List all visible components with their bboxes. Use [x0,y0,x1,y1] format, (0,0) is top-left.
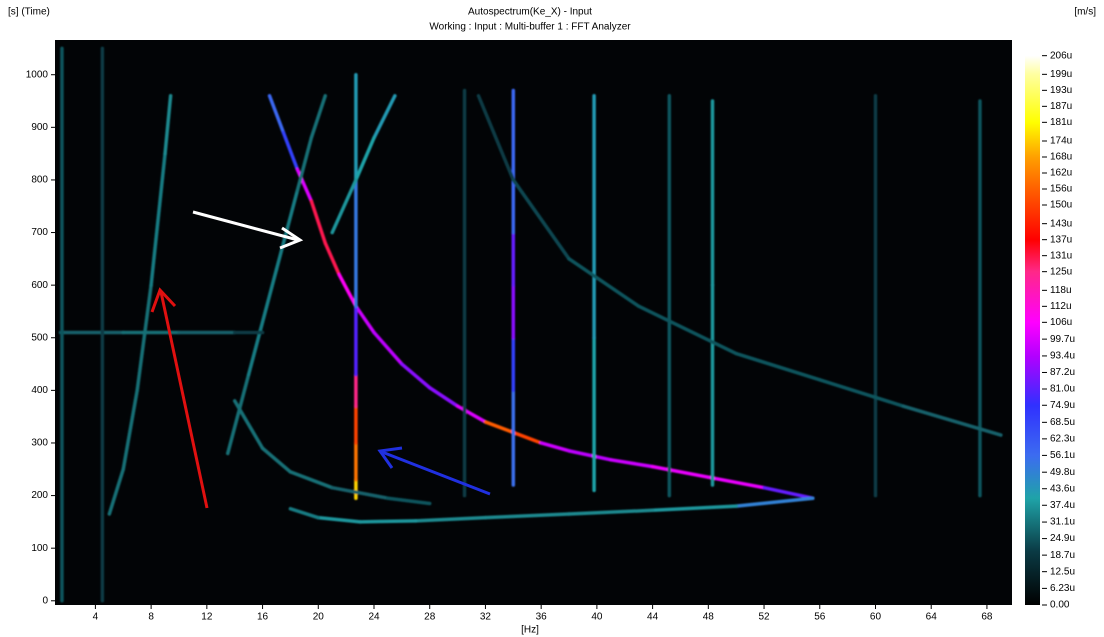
x-tick-label: 24 [368,612,380,623]
y-axis-label: [s] (Time) [8,7,50,18]
colorbar-tick-label: 143u [1050,218,1072,229]
x-axis-label: [Hz] [521,625,539,636]
colorbar-tick-label: 106u [1050,317,1072,328]
y-tick-label: 800 [31,175,48,186]
plot-area [55,40,1012,605]
x-tick-label: 68 [981,612,993,623]
x-tick-label: 64 [926,612,938,623]
x-tick-label: 36 [536,612,548,623]
colorbar-tick-label: 12.5u [1050,566,1075,577]
y-tick-label: 200 [31,490,48,501]
chart-subtitle: Working : Input : Multi-buffer 1 : FFT A… [429,22,631,33]
chart-title: Autospectrum(Ke_X) - Input [468,7,592,18]
colorbar-tick-label: 56.1u [1050,450,1075,461]
colorbar-tick-label: 81.0u [1050,384,1075,395]
colorbar-tick-label: 49.8u [1050,467,1075,478]
spectral-track [360,521,416,522]
x-tick-label: 40 [591,612,603,623]
colorbar-tick-label: 137u [1050,234,1072,245]
colorbar-tick-label: 62.3u [1050,434,1075,445]
colorbar-tick-label: 181u [1050,117,1072,128]
colorbar-tick-label: 99.7u [1050,334,1075,345]
y-tick-label: 500 [31,332,48,343]
x-tick-label: 56 [814,612,826,623]
colorbar [1025,45,1040,605]
x-tick-label: 8 [148,612,154,623]
y-tick-label: 0 [42,595,48,606]
colorbar-tick-label: 37.4u [1050,500,1075,511]
colorbar-tick-label: 187u [1050,101,1072,112]
colorbar-tick-label: 112u [1050,301,1072,312]
colorbar-tick-label: 162u [1050,168,1072,179]
colorbar-tick-label: 6.23u [1050,583,1075,594]
y-tick-label: 700 [31,227,48,238]
x-tick-label: 52 [758,612,770,623]
x-tick-label: 16 [257,612,269,623]
x-tick-label: 4 [93,612,99,623]
x-tick-label: 44 [647,612,659,623]
y-tick-label: 100 [31,543,48,554]
y-tick-label: 900 [31,122,48,133]
x-tick-label: 48 [703,612,715,623]
x-tick-label: 12 [201,612,213,623]
colorbar-tick-label: 68.5u [1050,417,1075,428]
x-tick-label: 28 [424,612,436,623]
colorbar-tick-label: 24.9u [1050,533,1075,544]
colorbar-tick-label: 156u [1050,184,1072,195]
y-tick-label: 300 [31,438,48,449]
colorbar-tick-label: 199u [1050,69,1072,80]
colorbar-label: [m/s] [1074,7,1096,18]
colorbar-tick-label: 174u [1050,136,1072,147]
x-tick-label: 32 [480,612,492,623]
colorbar-tick-label: 193u [1050,85,1072,96]
colorbar-tick-label: 168u [1050,152,1072,163]
colorbar-tick-label: 131u [1050,250,1072,261]
colorbar-tick-label: 87.2u [1050,367,1075,378]
colorbar-tick-label: 18.7u [1050,550,1075,561]
x-tick-label: 60 [870,612,882,623]
colorbar-tick-label: 74.9u [1050,400,1075,411]
colorbar-tick-label: 31.1u [1050,517,1075,528]
y-tick-label: 400 [31,385,48,396]
colorbar-tick-label: 150u [1050,200,1072,211]
x-tick-label: 20 [313,612,325,623]
colorbar-tick-label: 93.4u [1050,351,1075,362]
colorbar-tick-label: 206u [1050,50,1072,61]
colorbar-tick-label: 125u [1050,266,1072,277]
colorbar-tick-label: 0.00 [1050,600,1070,611]
colorbar-tick-label: 43.6u [1050,483,1075,494]
colorbar-tick-label: 118u [1050,285,1072,296]
y-tick-label: 600 [31,280,48,291]
y-tick-label: 1000 [26,69,49,80]
